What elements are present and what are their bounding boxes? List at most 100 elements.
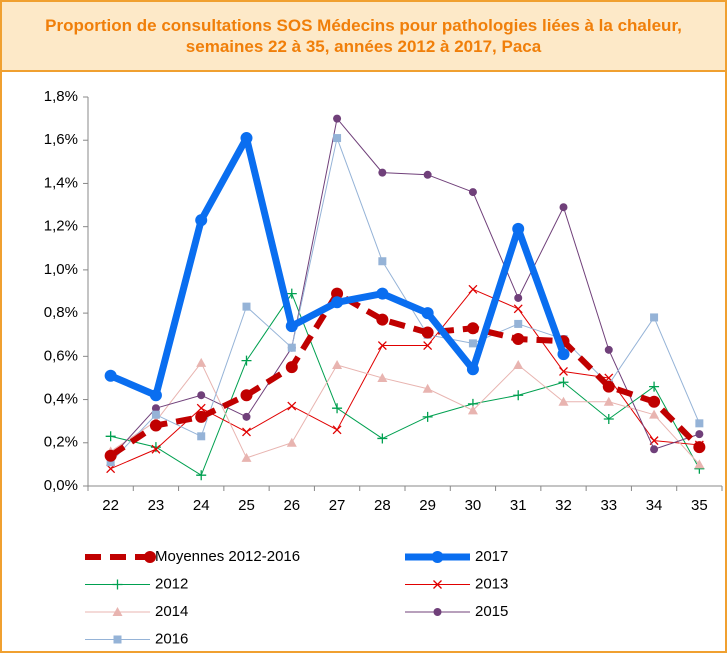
data-point [513, 359, 524, 369]
data-point [558, 377, 569, 388]
data-point [559, 203, 568, 212]
legend-marker [112, 607, 123, 616]
data-point [514, 319, 523, 328]
y-tick-label: 0,6% [44, 347, 78, 364]
legend-marker [433, 608, 442, 616]
data-point [693, 441, 706, 454]
data-point [649, 381, 660, 392]
chart-title: Proportion de consultations SOS Médecins… [45, 16, 682, 56]
legend-marker [113, 635, 122, 644]
data-point [422, 411, 433, 422]
data-point [331, 296, 344, 309]
data-point [649, 409, 660, 419]
data-point [423, 341, 433, 350]
x-tick-label: 27 [329, 497, 346, 514]
data-point [151, 410, 160, 419]
legend-label: 2016 [155, 630, 188, 647]
data-point [557, 348, 570, 361]
data-point [104, 369, 117, 382]
legend-label: 2017 [475, 548, 508, 565]
data-point [603, 396, 614, 406]
data-point [195, 214, 208, 227]
series-line [108, 290, 702, 459]
x-tick-label: 23 [148, 497, 165, 514]
x-tick-label: 31 [510, 497, 527, 514]
y-tick-label: 1,8% [44, 88, 78, 105]
data-point [285, 361, 298, 374]
data-point [241, 355, 252, 366]
data-point [512, 333, 525, 346]
data-point [602, 380, 615, 393]
y-tick-label: 1,2% [44, 218, 78, 235]
series-line [109, 134, 567, 399]
y-tick-label: 1,4% [44, 174, 78, 191]
data-point [240, 389, 253, 402]
data-point [104, 449, 117, 462]
data-point [603, 414, 614, 425]
legend-marker [144, 551, 156, 563]
data-point [331, 287, 344, 300]
data-point [285, 320, 298, 333]
data-point [695, 430, 704, 439]
y-tick-label: 0,4% [44, 391, 78, 408]
data-point [195, 410, 208, 423]
data-point [151, 404, 160, 413]
x-tick-label: 26 [283, 497, 300, 514]
y-tick-label: 0,2% [44, 434, 78, 451]
data-point [558, 396, 569, 406]
data-point [242, 427, 251, 437]
x-tick-label: 24 [193, 497, 210, 514]
data-point [466, 322, 479, 335]
legend-item: 2012 [85, 575, 188, 592]
y-tick-label: 0,0% [44, 477, 78, 494]
legend-item: Moyennes 2012-2016 [85, 548, 300, 565]
data-point [197, 391, 206, 400]
data-point [422, 383, 433, 393]
legend-item: 2014 [85, 603, 188, 620]
data-point [196, 403, 206, 413]
data-point [240, 132, 253, 145]
data-point [423, 170, 432, 179]
x-tick-label: 29 [419, 497, 436, 514]
data-point [376, 313, 389, 326]
x-tick-label: 25 [238, 497, 255, 514]
data-point [513, 390, 524, 401]
legend-label: 2014 [155, 603, 188, 620]
data-point [695, 419, 704, 428]
data-point [378, 168, 387, 177]
legend-marker [431, 551, 444, 563]
data-point [286, 437, 297, 447]
data-point [468, 188, 477, 197]
legend-item: 2017 [405, 548, 508, 565]
legend-label: Moyennes 2012-2016 [155, 548, 300, 565]
data-point [332, 425, 342, 435]
data-point [512, 222, 525, 235]
series-line [110, 118, 700, 459]
legend-label: 2012 [155, 575, 188, 592]
data-point [286, 288, 297, 299]
data-point [468, 339, 477, 348]
series-line [110, 293, 700, 476]
data-point [287, 401, 297, 411]
legend-item: 2015 [405, 603, 508, 620]
data-point [333, 134, 342, 143]
data-point [650, 445, 659, 454]
data-point [377, 372, 388, 382]
legend-marker [433, 580, 442, 589]
data-point [467, 405, 478, 415]
y-tick-label: 0,8% [44, 304, 78, 321]
data-point [149, 419, 162, 432]
data-point [197, 432, 206, 441]
legend-marker [112, 579, 123, 590]
data-point [149, 389, 162, 402]
data-point [150, 442, 161, 453]
data-point [377, 433, 388, 444]
x-tick-label: 32 [555, 497, 572, 514]
data-point [514, 293, 523, 302]
data-point [106, 458, 115, 467]
x-tick-label: 33 [600, 497, 617, 514]
data-point [333, 114, 342, 123]
